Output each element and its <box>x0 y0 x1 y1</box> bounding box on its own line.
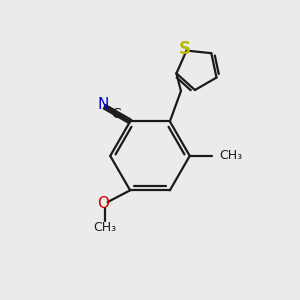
Text: S: S <box>179 40 191 58</box>
Text: CH₃: CH₃ <box>93 220 116 234</box>
Text: N: N <box>98 97 109 112</box>
Text: O: O <box>97 196 109 211</box>
Text: C: C <box>111 107 121 122</box>
Text: CH₃: CH₃ <box>219 149 242 162</box>
